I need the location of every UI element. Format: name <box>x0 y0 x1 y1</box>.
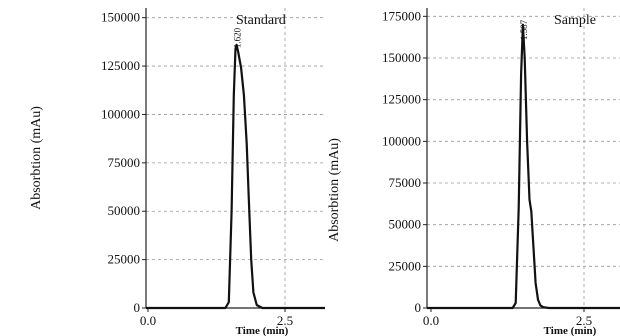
chromatogram-trace <box>427 23 620 310</box>
peak-retention-label: 1.587 <box>519 19 529 40</box>
y-tick-label: 0 <box>134 300 141 315</box>
y-tick-label: 150000 <box>382 50 421 65</box>
panel-title: Sample <box>554 13 596 28</box>
y-tick-label: 75000 <box>389 175 422 190</box>
y-tick-label: 50000 <box>389 217 422 232</box>
x-tick-label: 0.0 <box>140 313 156 328</box>
sample-chromatogram-panel: 0 25000 50000 75000 100000 125000 150000 175000… <box>327 8 620 336</box>
y-tick-label: 50000 <box>108 203 141 218</box>
x-tick-label: 2.5 <box>277 313 293 328</box>
y-tick-label: 75000 <box>108 155 141 170</box>
x-tick-label: 2.5 <box>576 313 592 328</box>
y-tick-label: 0 <box>415 300 422 315</box>
y-tick-label: 125000 <box>101 58 140 73</box>
x-axis-label: Time (min) <box>236 325 289 336</box>
y-axis-label: Absorbtion (mAu) <box>29 106 44 210</box>
y-tick-label: 125000 <box>382 92 421 107</box>
y-tick-label: 25000 <box>108 252 141 267</box>
y-tick-label: 150000 <box>101 10 140 25</box>
y-axis-label: Absorbtion (mAu) <box>327 138 342 242</box>
x-axis-label: Time (min) <box>544 325 597 336</box>
panel-title: Standard <box>236 13 286 28</box>
peak-retention-label: 1.620 <box>233 27 243 48</box>
y-tick-label: 100000 <box>382 133 421 148</box>
standard-chromatogram-panel: 0 25000 50000 75000 100000 125000 150000 0.0 2.5… <box>29 8 325 336</box>
y-tick-label: 100000 <box>101 106 140 121</box>
chromatogram-trace <box>146 43 325 310</box>
y-tick-label: 25000 <box>389 258 422 273</box>
y-tick-label: 175000 <box>382 8 421 23</box>
x-tick-label: 0.0 <box>423 313 439 328</box>
